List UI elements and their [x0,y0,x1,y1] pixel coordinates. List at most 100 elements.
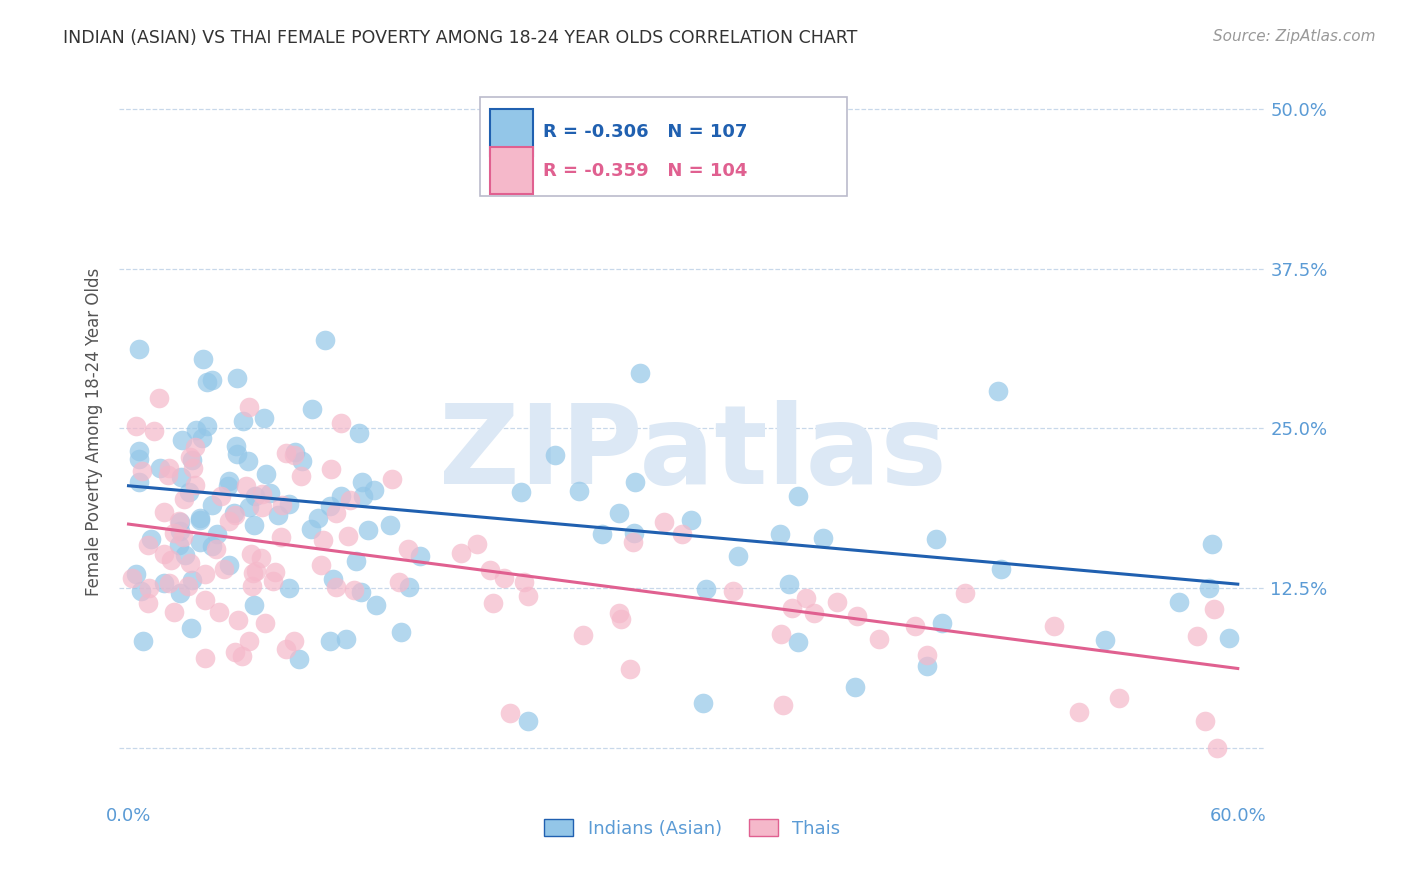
Point [128,451,150,466]
Point [398,580,420,594]
Point [378,518,401,533]
Point [990,562,1012,576]
Point [770,627,793,641]
Point [174,548,197,562]
Point [238,633,260,648]
Point [152,505,174,519]
Point [249,550,271,565]
Point [955,586,977,600]
Point [128,444,150,458]
Point [245,564,267,578]
Point [207,526,229,541]
Point [167,515,190,529]
Point [591,526,613,541]
Point [1069,705,1091,719]
Point [987,384,1010,398]
Point [364,599,387,613]
Point [312,533,335,547]
Point [188,534,211,549]
Point [325,506,347,520]
Point [330,489,353,503]
Point [619,662,641,676]
FancyBboxPatch shape [489,109,533,155]
Point [157,576,180,591]
Point [343,582,366,597]
Point [270,498,292,512]
Point [467,536,489,550]
Point [811,532,834,546]
Point [238,500,260,514]
Point [205,542,228,557]
Point [291,454,314,468]
Point [803,606,825,620]
Point [157,460,180,475]
Point [284,445,307,459]
Point [319,633,342,648]
Text: ZIPatlas: ZIPatlas [439,400,946,507]
Point [931,615,953,630]
Point [128,342,150,356]
Point [201,373,224,387]
Point [1205,740,1227,755]
Point [184,423,207,437]
Point [156,467,179,482]
Point [381,472,404,486]
Point [180,621,202,635]
Point [388,575,411,590]
Point [262,574,284,588]
Point [325,580,347,594]
Point [335,632,357,646]
Text: Source: ZipAtlas.com: Source: ZipAtlas.com [1212,29,1375,44]
Point [231,649,253,664]
Point [136,596,159,610]
Point [141,532,163,546]
Point [1042,619,1064,633]
Point [195,419,218,434]
Point [1218,631,1240,645]
Point [607,506,630,520]
Point [628,366,651,380]
Point [517,714,540,728]
Point [191,351,214,366]
Point [136,538,159,552]
Point [616,178,638,193]
Point [1201,536,1223,550]
FancyBboxPatch shape [489,147,533,194]
Point [267,508,290,522]
Point [208,605,231,619]
Point [183,440,205,454]
Point [131,584,153,599]
Point [195,375,218,389]
Point [621,534,644,549]
Point [330,416,353,430]
Point [242,518,264,533]
Point [250,486,273,500]
Point [695,582,717,596]
Legend: Indians (Asian), Thais: Indians (Asian), Thais [537,812,848,845]
Point [243,489,266,503]
Point [1194,714,1216,728]
Point [786,489,808,503]
Point [357,523,380,537]
Point [218,514,240,528]
Point [184,478,207,492]
Point [236,453,259,467]
Point [274,641,297,656]
Point [283,448,305,462]
Point [352,489,374,503]
Point [319,462,342,476]
Point [925,533,948,547]
Point [242,566,264,581]
Point [624,475,647,489]
Point [125,419,148,434]
Point [1108,690,1130,705]
Point [181,453,204,467]
Point [609,612,631,626]
Point [482,597,505,611]
Point [516,589,538,603]
Point [238,400,260,414]
Point [169,515,191,529]
Point [350,585,373,599]
Point [509,485,531,500]
Point [727,549,749,563]
